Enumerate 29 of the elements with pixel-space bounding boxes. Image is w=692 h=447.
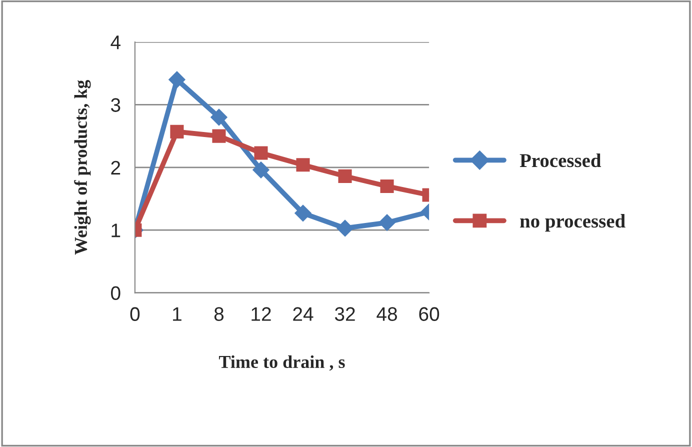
x-tick-label: 32 (334, 307, 355, 321)
y-tick-label: 3 (110, 98, 120, 112)
y-tick-label: 4 (110, 36, 120, 50)
point (294, 204, 312, 222)
x-tick-label: 48 (376, 307, 397, 321)
point (296, 158, 310, 172)
point (336, 220, 354, 237)
point (168, 71, 186, 88)
y-axis-title: Weight of products, kg (74, 80, 91, 255)
point (378, 214, 396, 231)
x-tick-label: 60 (419, 307, 440, 321)
point (170, 124, 184, 138)
y-tick-label: 0 (111, 286, 120, 300)
point (380, 179, 394, 193)
x-tick-label: 8 (214, 307, 224, 321)
x-tick-label: 24 (293, 307, 314, 321)
point (210, 108, 228, 126)
x-tick-label: 0 (130, 307, 140, 321)
point (252, 162, 270, 178)
point (338, 169, 352, 183)
legend-label: Processed (520, 153, 602, 168)
x-tick-label: 12 (252, 307, 271, 321)
y-tick-label: 1 (112, 224, 120, 238)
legend-label: no processed (520, 214, 626, 232)
x-axis-title: Time to drain , s (218, 355, 345, 371)
x-tick-label: 1 (173, 307, 182, 321)
point (254, 146, 268, 160)
point (212, 129, 226, 143)
y-tick-label: 2 (111, 160, 120, 174)
